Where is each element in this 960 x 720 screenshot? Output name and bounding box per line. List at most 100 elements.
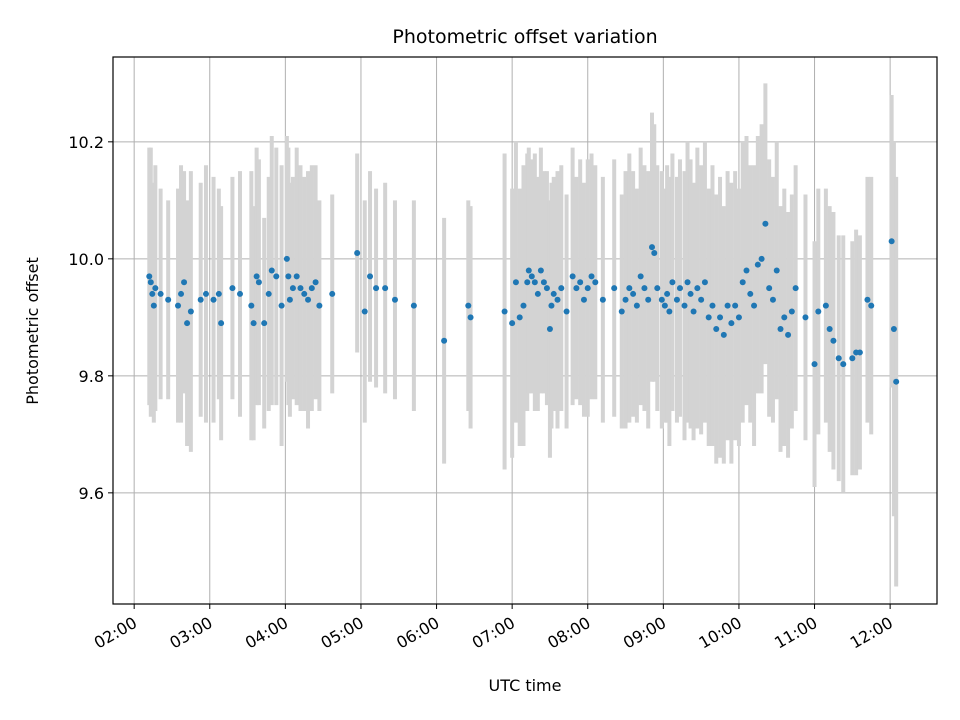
data-point (265, 290, 272, 297)
data-point (758, 255, 765, 262)
data-point (666, 308, 673, 315)
data-point (856, 349, 863, 356)
data-point (751, 302, 758, 309)
data-point (661, 302, 668, 309)
data-point (864, 296, 871, 303)
data-point (308, 285, 315, 292)
data-point (391, 296, 398, 303)
x-axis-label: UTC time (489, 676, 562, 695)
data-point (890, 326, 897, 333)
data-point (717, 314, 724, 321)
data-point (664, 290, 671, 297)
data-point (698, 296, 705, 303)
data-point (255, 279, 262, 286)
data-point (618, 308, 625, 315)
data-point (720, 331, 727, 338)
data-point (811, 361, 818, 368)
data-point (622, 296, 629, 303)
data-point (531, 279, 538, 286)
data-point (261, 320, 268, 327)
data-point (316, 302, 323, 309)
chart-title: Photometric offset variation (392, 26, 657, 48)
data-point (826, 326, 833, 333)
y-tick-label: 10.2 (68, 133, 104, 152)
data-point (354, 249, 361, 256)
data-point (215, 290, 222, 297)
data-point (229, 285, 236, 292)
data-point (283, 255, 290, 262)
data-point (773, 267, 780, 274)
data-point (534, 290, 541, 297)
data-point (747, 290, 754, 297)
data-point (149, 290, 156, 297)
data-point (524, 279, 531, 286)
data-point (525, 267, 532, 274)
data-point (769, 296, 776, 303)
plot-frame (112, 56, 938, 605)
data-point (637, 273, 644, 280)
data-point (237, 290, 244, 297)
data-point (830, 337, 837, 344)
data-point (512, 279, 519, 286)
data-point (641, 285, 648, 292)
data-point (268, 267, 275, 274)
data-point (802, 314, 809, 321)
data-point (754, 261, 761, 268)
data-point (592, 279, 599, 286)
data-point (735, 314, 742, 321)
data-point (441, 337, 448, 344)
y-tick-label: 9.6 (79, 484, 104, 503)
y-axis: 9.6 9.8 10.0 10.2 (68, 133, 113, 503)
data-point (893, 378, 900, 385)
data-point (681, 302, 688, 309)
data-point (465, 302, 472, 309)
data-point (253, 273, 260, 280)
data-point (373, 285, 380, 292)
data-point (785, 331, 792, 338)
data-point (250, 320, 257, 327)
data-point (278, 302, 285, 309)
data-point (520, 302, 527, 309)
y-axis-label: Photometric offset (23, 257, 42, 405)
data-point (743, 267, 750, 274)
data-point (577, 279, 584, 286)
data-point (197, 296, 204, 303)
data-point (285, 273, 292, 280)
data-point (868, 302, 875, 309)
data-point (673, 296, 680, 303)
data-point (651, 249, 658, 256)
data-point (815, 308, 822, 315)
data-point (550, 290, 557, 297)
data-point (501, 308, 508, 315)
data-point (297, 285, 304, 292)
data-point (777, 326, 784, 333)
data-point (835, 355, 842, 362)
data-point (301, 290, 308, 297)
data-point (146, 273, 153, 280)
data-point (202, 290, 209, 297)
data-point (599, 296, 606, 303)
data-point (626, 285, 633, 292)
data-point (690, 308, 697, 315)
data-point (286, 296, 293, 303)
data-point (630, 290, 637, 297)
data-point (554, 296, 561, 303)
data-point (410, 302, 417, 309)
data-point (509, 320, 516, 327)
data-point (645, 296, 652, 303)
data-point (543, 285, 550, 292)
data-point (467, 314, 474, 321)
data-point (563, 308, 570, 315)
y-tick-label: 10.0 (68, 250, 104, 269)
data-point (178, 290, 185, 297)
data-point (558, 285, 565, 292)
data-point (792, 285, 799, 292)
data-point (150, 302, 157, 309)
data-point (546, 326, 553, 333)
data-point (649, 244, 656, 251)
data-point (766, 285, 773, 292)
data-point (658, 296, 665, 303)
data-point (705, 314, 712, 321)
data-point (739, 279, 746, 286)
